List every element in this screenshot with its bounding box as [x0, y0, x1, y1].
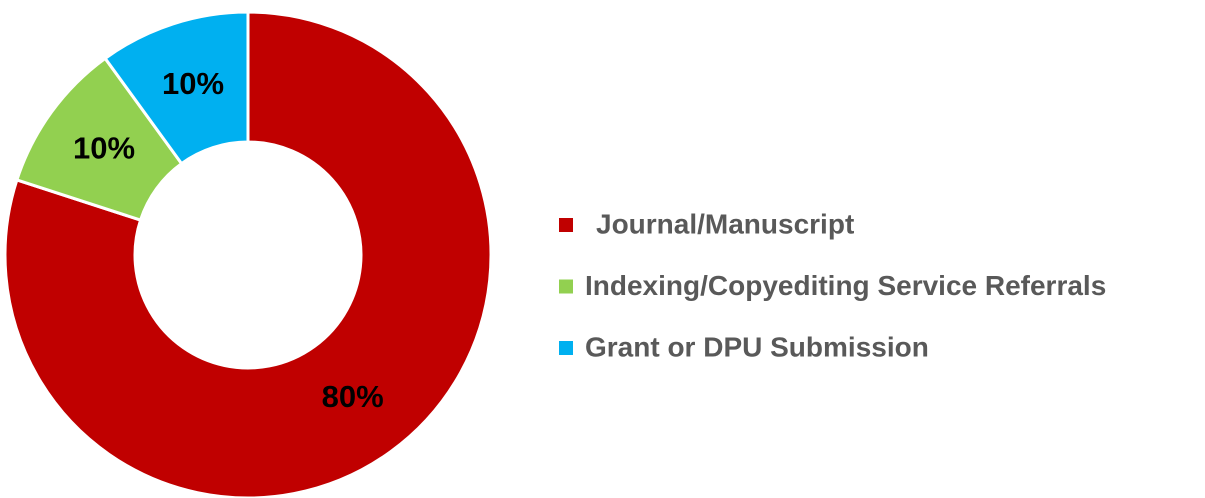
legend-label: Journal/Manuscript: [596, 208, 854, 239]
donut-slice: [3, 10, 493, 498]
slice-label: 10%: [73, 131, 135, 166]
legend-label: Indexing/Copyediting Service Referrals: [585, 270, 1106, 301]
legend-label: Grant or DPU Submission: [585, 331, 929, 362]
legend-swatch: [559, 218, 573, 232]
donut-slice: [103, 10, 250, 166]
legend-swatch: [559, 279, 573, 294]
legend-swatch: [559, 341, 573, 355]
slice-label: 10%: [162, 66, 224, 101]
slice-label: 80%: [322, 379, 384, 414]
